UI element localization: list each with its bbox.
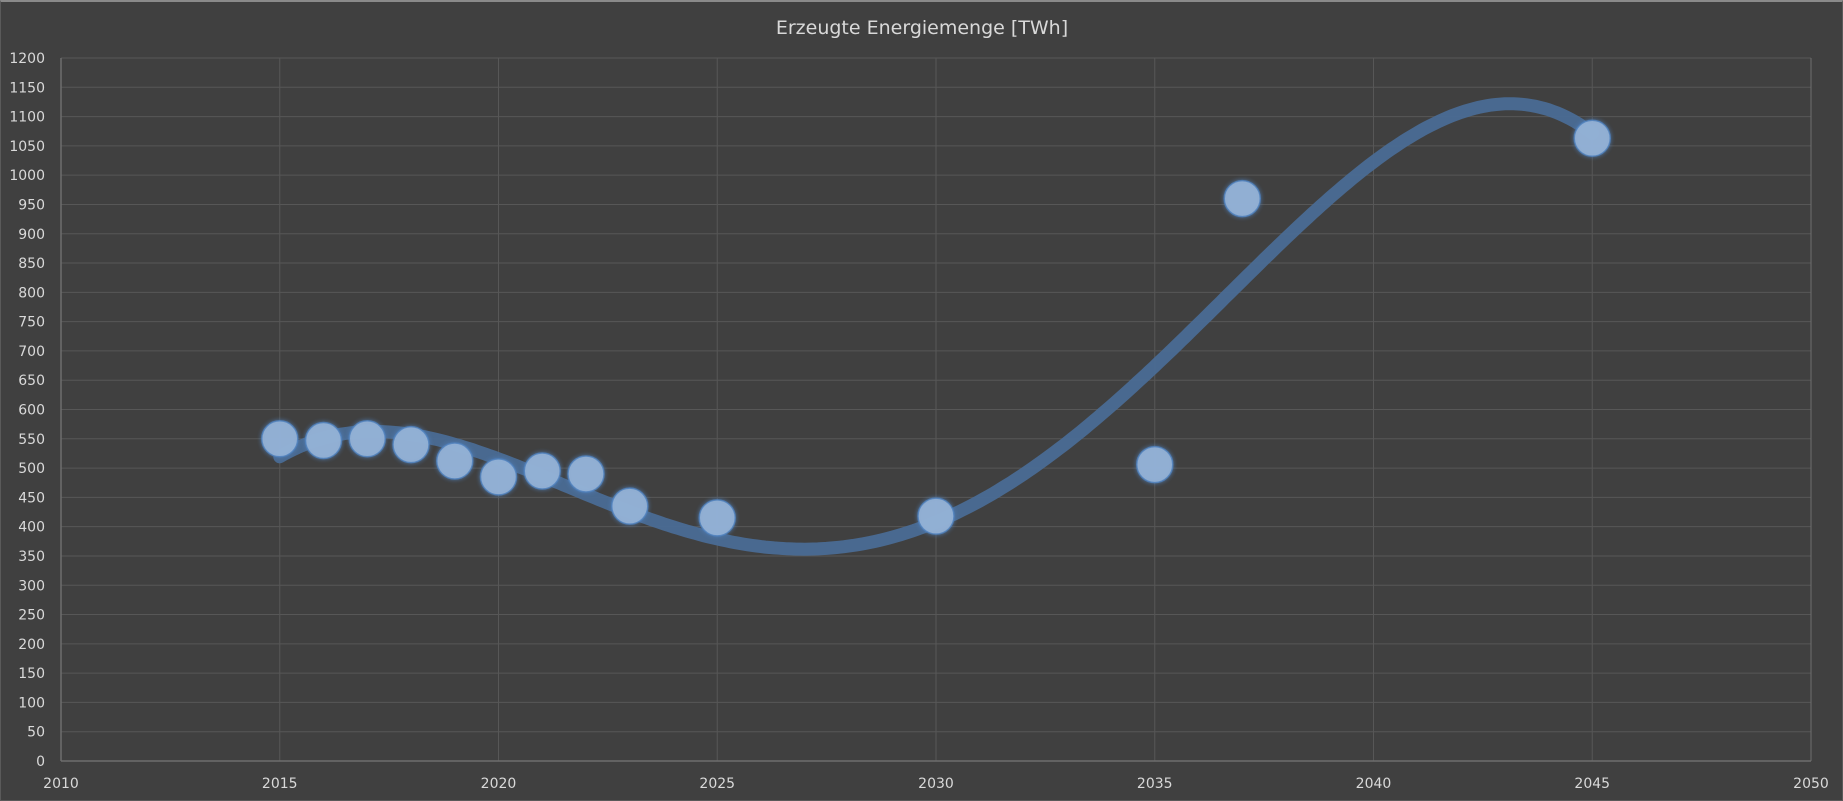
x-tick-label: 2050 — [1793, 776, 1829, 792]
y-tick-label: 700 — [18, 344, 45, 360]
data-point — [698, 499, 736, 537]
x-tick-label: 2030 — [918, 776, 954, 792]
y-tick-label: 650 — [18, 373, 45, 389]
x-tick-label: 2035 — [1137, 776, 1173, 792]
data-point — [917, 497, 955, 535]
data-point — [348, 420, 386, 458]
data-point — [611, 487, 649, 525]
y-tick-label: 150 — [18, 666, 45, 682]
y-tick-label: 1200 — [9, 51, 45, 67]
chart-title: Erzeugte Energiemenge [TWh] — [776, 17, 1068, 39]
y-tick-label: 600 — [18, 403, 45, 419]
y-tick-label: 250 — [18, 608, 45, 624]
y-tick-label: 0 — [36, 754, 45, 770]
data-point — [304, 421, 343, 460]
y-tick-label: 100 — [18, 695, 45, 711]
data-point — [436, 442, 474, 480]
y-tick-label: 1150 — [9, 80, 45, 96]
y-tick-label: 1100 — [9, 110, 45, 126]
y-tick-label: 1000 — [9, 168, 45, 184]
data-point — [392, 425, 430, 464]
y-tick-label: 800 — [18, 285, 45, 301]
y-tick-label: 300 — [18, 578, 45, 594]
y-tick-label: 350 — [18, 549, 45, 565]
x-tick-label: 2045 — [1574, 776, 1610, 792]
y-tick-label: 1050 — [9, 139, 45, 155]
data-point — [1136, 445, 1174, 484]
data-point — [567, 455, 605, 493]
data-point — [261, 420, 299, 458]
x-tick-label: 2040 — [1356, 776, 1392, 792]
y-tick-label: 750 — [18, 315, 45, 331]
y-tick-label: 550 — [18, 432, 45, 448]
y-tick-label: 400 — [18, 520, 45, 536]
data-point — [1573, 119, 1611, 158]
y-tick-label: 200 — [18, 637, 45, 653]
x-tick-label: 2015 — [262, 776, 298, 792]
x-tick-label: 2010 — [43, 776, 79, 792]
y-tick-label: 850 — [18, 256, 45, 272]
y-tick-label: 500 — [18, 461, 45, 477]
y-tick-label: 900 — [18, 227, 45, 243]
data-point — [523, 452, 561, 490]
data-point — [479, 458, 518, 496]
x-tick-label: 2025 — [699, 776, 735, 792]
y-tick-label: 50 — [27, 725, 45, 741]
data-point — [1223, 179, 1261, 218]
y-tick-label: 950 — [18, 197, 45, 213]
y-tick-label: 450 — [18, 490, 45, 506]
x-tick-label: 2020 — [481, 776, 517, 792]
